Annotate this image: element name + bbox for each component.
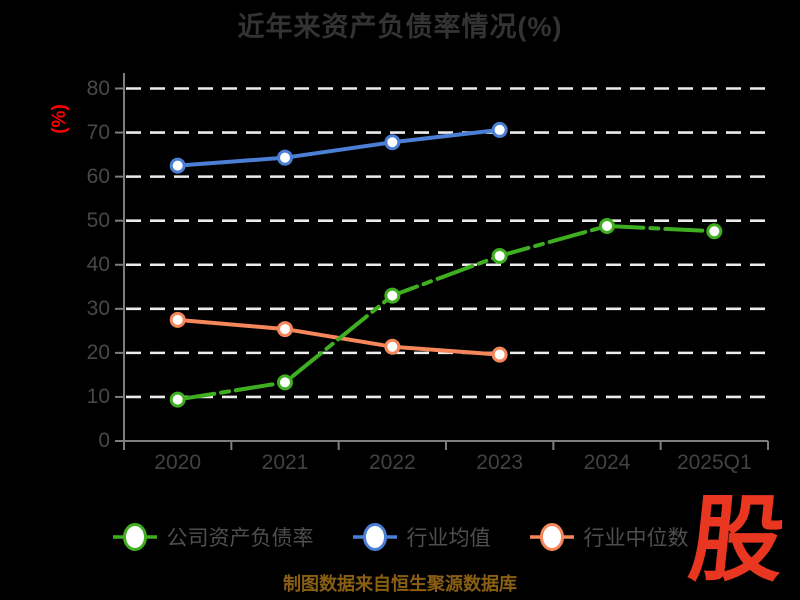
legend-label-industry-median: 行业中位数: [583, 527, 689, 550]
gridlines: [126, 87, 768, 399]
legend-label-company-debt-ratio: 公司资产负债率: [166, 527, 314, 550]
x-tick-label-2022: 2022: [368, 451, 416, 474]
axes: [115, 73, 769, 450]
legend-marker-industry-mean: [352, 523, 397, 551]
y-tick-label-60: 60: [86, 164, 110, 188]
series-line-industry-mean: [175, 127, 502, 168]
y-tick-label-50: 50: [86, 208, 110, 232]
y-tick-label-10: 10: [86, 384, 110, 408]
series-markers-industry-median: [169, 311, 508, 363]
legend-item-industry-median[interactable]: 行业中位数: [529, 522, 689, 552]
y-tick-label-20: 20: [86, 340, 110, 364]
x-tick-label-2025Q1: 2025Q1: [676, 451, 752, 474]
legend-item-industry-mean[interactable]: 行业均值: [352, 522, 491, 552]
x-tick-label-2020: 2020: [154, 451, 202, 474]
y-tick-label-30: 30: [86, 296, 110, 320]
legend-label-industry-mean: 行业均值: [406, 527, 491, 550]
chart-title: 近年来资产负债率情况(%): [237, 12, 563, 42]
y-tick-label-0: 0: [98, 429, 110, 452]
y-tick-label-80: 80: [86, 76, 110, 100]
legend: 公司资产负债率 行业均值 行业中位数: [0, 514, 800, 560]
y-tick-label-70: 70: [86, 120, 110, 144]
series-line-company-debt-ratio: [175, 223, 717, 402]
legend-marker-industry-median: [529, 523, 574, 551]
x-tick-label-2023: 2023: [476, 451, 524, 474]
stock-logo: 股: [684, 487, 790, 592]
data-source-note: 制图数据来自恒生聚源数据库: [283, 574, 517, 594]
x-tick-label-2024: 2024: [583, 451, 631, 474]
legend-item-company-debt-ratio[interactable]: 公司资产负债率: [112, 522, 314, 552]
legend-marker-company-debt-ratio: [112, 523, 157, 551]
series-markers-industry-mean: [169, 121, 508, 174]
series-markers-company-debt-ratio: [169, 217, 723, 408]
y-tick-label-40: 40: [86, 252, 110, 276]
x-tick-label-2021: 2021: [261, 451, 309, 474]
